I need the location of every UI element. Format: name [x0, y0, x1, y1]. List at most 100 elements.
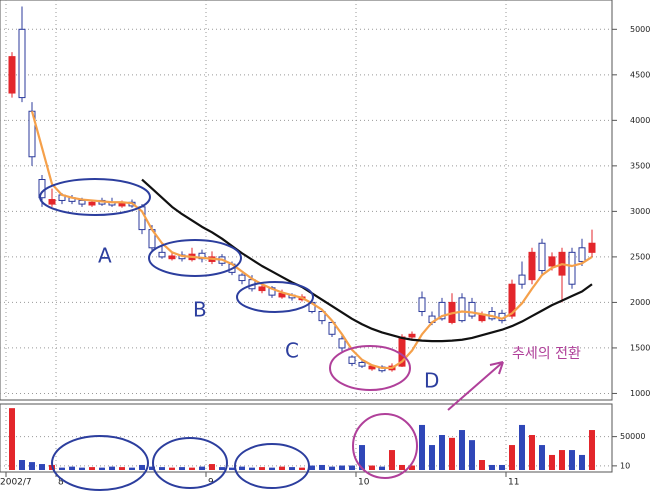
- candle-body: [158, 251, 166, 258]
- volume-bar: [269, 467, 275, 470]
- candle-body: [438, 301, 446, 320]
- y-tick-label: 4500: [630, 70, 650, 79]
- y-tick-label: 4000: [630, 116, 650, 125]
- volume-bar: [199, 466, 205, 470]
- candle-body: [538, 242, 546, 272]
- arrow-head: [489, 361, 504, 375]
- price-panel: [0, 0, 613, 401]
- volume-bar: [549, 454, 555, 470]
- volume-bar: [469, 440, 475, 470]
- volume-bar: [339, 465, 345, 470]
- candle-body: [508, 283, 516, 317]
- volume-ellipse: [51, 435, 149, 491]
- volume-bar: [229, 467, 235, 470]
- volume-bar: [9, 408, 15, 470]
- volume-bar: [249, 467, 255, 470]
- moving-average: [30, 110, 593, 370]
- volume-bar: [529, 435, 535, 470]
- candle-body: [358, 361, 366, 367]
- candle-body: [28, 110, 36, 158]
- volume-bar: [39, 464, 45, 470]
- y-tick-label: 50000: [620, 432, 645, 441]
- volume-bar: [89, 467, 95, 470]
- x-tick-label: 8: [58, 478, 64, 488]
- volume-bar: [579, 454, 585, 470]
- volume-bar: [499, 464, 505, 470]
- volume-bar: [459, 430, 465, 470]
- candle-body: [468, 301, 476, 317]
- candle-body: [408, 333, 416, 338]
- volume-bar: [489, 464, 495, 470]
- volume-bar: [509, 445, 515, 470]
- candle-body: [548, 256, 556, 267]
- volume-bar: [419, 424, 425, 470]
- candle-body: [118, 202, 126, 207]
- candle-body: [588, 242, 596, 253]
- x-tick-label: 11: [508, 478, 519, 488]
- volume-bar: [19, 460, 25, 470]
- annotation: D: [424, 369, 439, 393]
- volume-bar: [259, 467, 265, 470]
- volume-bar: [429, 445, 435, 470]
- volume-bar: [369, 465, 375, 470]
- volume-panel: [0, 403, 613, 473]
- volume-bar: [209, 464, 215, 470]
- y-tick-label: 3500: [630, 161, 650, 170]
- volume-bar: [79, 467, 85, 470]
- candle-body: [258, 286, 266, 292]
- volume-bar: [439, 435, 445, 470]
- x-tick-label: 10: [358, 478, 370, 488]
- annotations: A B C D 추세의 전환: [39, 178, 581, 491]
- y-tick-label: 2000: [630, 298, 650, 307]
- volume-bar: [359, 445, 365, 470]
- volume-bar: [149, 466, 155, 470]
- volume-bar: [449, 437, 455, 470]
- volume-bar: [309, 465, 315, 470]
- candle-body: [318, 311, 326, 322]
- volume-bar: [299, 467, 305, 470]
- volume-bar: [479, 460, 485, 470]
- annotation: C: [285, 339, 299, 363]
- volume-bar: [379, 466, 385, 470]
- candle-body: [338, 338, 346, 349]
- y-tick-label: 10: [620, 461, 630, 470]
- candle-body: [238, 274, 246, 282]
- volume-bar: [389, 450, 395, 470]
- x-tick-label: 2002/7: [0, 478, 32, 488]
- candle-body: [568, 251, 576, 285]
- volume-bar: [519, 424, 525, 470]
- candle-body: [168, 255, 176, 260]
- volume-bar: [189, 467, 195, 470]
- arrow-line: [447, 361, 504, 411]
- y-tick-label: 2500: [630, 252, 650, 261]
- volume-bar: [109, 466, 115, 470]
- volume-bar: [179, 467, 185, 470]
- volume-bar: [169, 467, 175, 470]
- volume-bar: [69, 466, 75, 470]
- annotation: 추세의 전환: [512, 346, 581, 362]
- volume-ellipse: [234, 443, 310, 489]
- volume-bar: [409, 465, 415, 470]
- ellipse-d: [329, 345, 411, 391]
- moving-average: [141, 178, 593, 343]
- volume-bar: [289, 467, 295, 470]
- volume-ellipse: [352, 413, 418, 479]
- volume-bar: [559, 450, 565, 470]
- candle-body: [518, 274, 526, 285]
- volume-bar: [239, 466, 245, 470]
- volume-bar: [319, 464, 325, 470]
- volume-bar: [219, 467, 225, 470]
- candle-body: [88, 201, 96, 206]
- candle-body: [8, 56, 16, 94]
- candle-body: [78, 199, 86, 205]
- y-tick-label: 1000: [630, 389, 650, 398]
- candle-body: [18, 28, 26, 99]
- candle-body: [528, 251, 536, 281]
- volume-bar: [119, 467, 125, 470]
- y-tick-label: 3000: [630, 207, 650, 216]
- candle-body: [48, 199, 56, 205]
- ellipse-a: [39, 178, 151, 216]
- volume-bar: [59, 467, 65, 470]
- volume-bar: [99, 467, 105, 470]
